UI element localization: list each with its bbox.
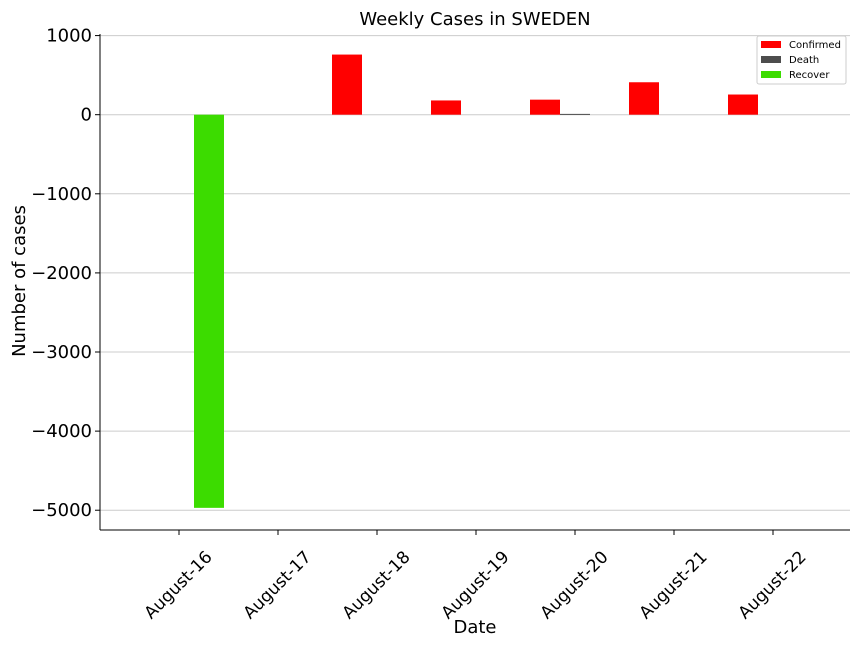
x-tick-label: August-18 (339, 547, 415, 623)
y-tick-label: −2000 (31, 263, 92, 284)
y-axis-title: Number of cases (9, 205, 30, 357)
x-tick-label: August-21 (636, 547, 712, 623)
legend-label-confirmed: Confirmed (789, 40, 841, 51)
x-tick-label: August-16 (141, 547, 217, 623)
bar-death (560, 113, 590, 115)
bar-confirmed (332, 54, 362, 115)
legend-label-recover: Recover (789, 70, 830, 81)
bar-confirmed (431, 100, 461, 115)
y-tick-label: 0 (81, 105, 92, 126)
legend-swatch-death (761, 56, 781, 63)
bar-confirmed (728, 94, 758, 115)
chart-title: Weekly Cases in SWEDEN (359, 9, 590, 30)
legend: Confirmed Death Recover (756, 35, 847, 85)
x-axis-title: Date (453, 617, 496, 638)
y-tick-label: −3000 (31, 342, 92, 363)
x-tick-labels: August-16 August-17 August-18 August-19 Augu… (141, 530, 811, 623)
legend-swatch-recover (761, 71, 781, 78)
legend-swatch-confirmed (761, 41, 781, 48)
y-tick-label: −4000 (31, 421, 92, 442)
x-tick-label: August-17 (240, 547, 316, 623)
legend-label-death: Death (789, 55, 819, 66)
y-tick-labels: 1000 0 −1000 −2000 −3000 −4000 −5000 (31, 26, 100, 521)
y-tick-label: −1000 (31, 184, 92, 205)
bars (194, 54, 758, 508)
bar-confirmed (530, 99, 560, 115)
y-tick-label: 1000 (46, 26, 92, 47)
y-tick-label: −5000 (31, 500, 92, 521)
axes (99, 34, 850, 531)
x-tick-label: August-22 (735, 547, 811, 623)
bar-recover (194, 114, 224, 508)
x-tick-label: August-19 (438, 547, 514, 623)
gridlines (100, 35, 850, 511)
bar-confirmed (629, 82, 659, 115)
x-tick-label: August-20 (537, 547, 613, 623)
